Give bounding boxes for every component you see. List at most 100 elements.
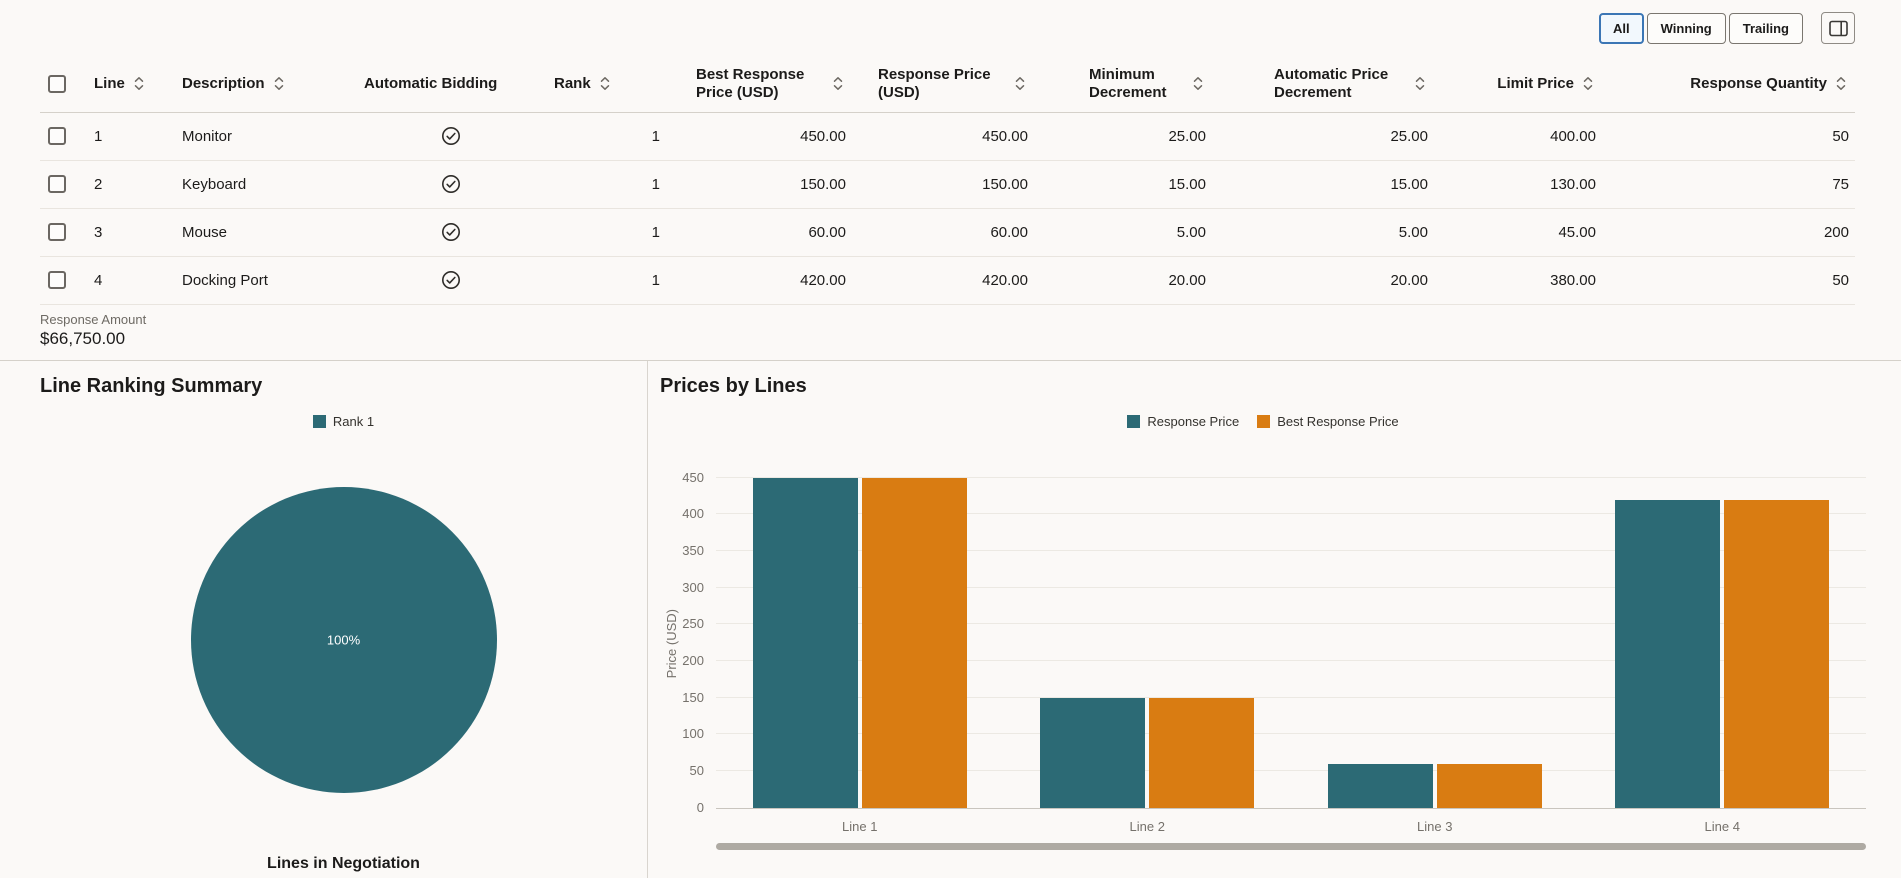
- split-panel-icon: [1828, 20, 1848, 36]
- table-row: 1 Monitor 1 450.00 450.00 25.00 25.00 40…: [40, 112, 1855, 161]
- x-axis-labels: Line 1 Line 2 Line 3 Line 4: [716, 819, 1866, 834]
- toolbar: All Winning Trailing: [40, 0, 1855, 56]
- column-header-minimum-decrement[interactable]: Minimum Decrement: [1034, 56, 1212, 113]
- sort-icon[interactable]: [133, 76, 145, 91]
- cell-response-price: 420.00: [852, 256, 1034, 305]
- sort-icon[interactable]: [1835, 76, 1847, 91]
- bar-chart-title: Prices by Lines: [660, 374, 807, 397]
- cell-automatic-bidding: [356, 160, 546, 209]
- sort-icon[interactable]: [1192, 76, 1204, 91]
- cell-rank: 1: [546, 160, 666, 209]
- column-header-response-price[interactable]: Response Price (USD): [852, 56, 1034, 113]
- bar-group-line-1: [752, 477, 967, 808]
- gridline: [716, 733, 1866, 735]
- x-axis-label: Line 2: [1129, 818, 1165, 834]
- column-label: Automatic Price Decrement: [1274, 65, 1389, 101]
- sort-icon[interactable]: [1582, 76, 1594, 91]
- legend-label: Rank 1: [332, 413, 375, 429]
- y-tick-label: 400: [682, 506, 704, 522]
- column-header-best-response-price[interactable]: Best Response Price (USD): [666, 56, 852, 113]
- sort-icon[interactable]: [832, 76, 844, 91]
- automatic-bidding-checked-icon: [442, 223, 460, 241]
- bar: [1327, 763, 1433, 808]
- cell-automatic-price-decrement: 20.00: [1212, 256, 1434, 305]
- cell-best-response-price: 150.00: [666, 160, 852, 209]
- column-header-rank[interactable]: Rank: [546, 56, 666, 113]
- row-checkbox[interactable]: [48, 175, 66, 194]
- row-checkbox[interactable]: [48, 223, 66, 242]
- automatic-bidding-checked-icon: [442, 175, 460, 193]
- column-header-description[interactable]: Description: [174, 56, 356, 113]
- pie-chart-title: Line Ranking Summary: [40, 374, 263, 397]
- y-tick-label: 0: [696, 799, 704, 815]
- table-row: 4 Docking Port 1 420.00 420.00 20.00 20.…: [40, 256, 1855, 305]
- column-header-line[interactable]: Line: [86, 56, 174, 113]
- cell-response-price: 450.00: [852, 112, 1034, 161]
- row-checkbox[interactable]: [48, 271, 66, 290]
- main-content: All Winning Trailing Line: [0, 0, 1901, 360]
- horizontal-scrollbar[interactable]: [716, 842, 1866, 850]
- gridline: [716, 513, 1866, 515]
- response-amount: Response Amount $66,750.00: [40, 305, 1855, 360]
- split-panel-button[interactable]: [1821, 12, 1855, 44]
- cell-minimum-decrement: 20.00: [1034, 256, 1212, 305]
- pie-slice-label: 100%: [326, 632, 361, 647]
- filter-winning-button[interactable]: Winning: [1646, 12, 1726, 44]
- cell-line: 2: [86, 160, 174, 209]
- automatic-bidding-checked-icon: [442, 127, 460, 145]
- cell-response-price: 150.00: [852, 160, 1034, 209]
- cell-description: Mouse: [174, 208, 356, 257]
- cell-best-response-price: 60.00: [666, 208, 852, 257]
- cell-limit-price: 130.00: [1434, 160, 1602, 209]
- cell-best-response-price: 450.00: [666, 112, 852, 161]
- cell-line: 3: [86, 208, 174, 257]
- column-header-automatic-price-decrement[interactable]: Automatic Price Decrement: [1212, 56, 1434, 113]
- plot-area: 0 50 100 150 200 250 300 350 400 450 Line 1 Line 2…: [682, 470, 1866, 850]
- filter-all-button[interactable]: All: [1598, 12, 1644, 44]
- bar: [1436, 763, 1542, 808]
- cell-automatic-price-decrement: 25.00: [1212, 112, 1434, 161]
- sort-icon[interactable]: [599, 76, 611, 91]
- negotiation-lines-table: Line Description Automatic Bidding Rank: [40, 56, 1855, 305]
- cell-select: [40, 208, 86, 257]
- y-tick-label: 300: [682, 579, 704, 595]
- legend-swatch: [1127, 414, 1141, 428]
- cell-line: 1: [86, 112, 174, 161]
- column-label: Line: [94, 74, 125, 92]
- cell-best-response-price: 420.00: [666, 256, 852, 305]
- cell-rank: 1: [546, 112, 666, 161]
- gridline: [716, 623, 1866, 625]
- cell-line: 4: [86, 256, 174, 305]
- bar: [861, 477, 967, 808]
- sort-icon[interactable]: [273, 76, 285, 91]
- cell-rank: 1: [546, 208, 666, 257]
- column-header-limit-price[interactable]: Limit Price: [1434, 56, 1602, 113]
- x-axis-label: Line 1: [842, 818, 878, 834]
- select-all-checkbox[interactable]: [48, 74, 66, 93]
- cell-select: [40, 112, 86, 161]
- row-checkbox[interactable]: [48, 127, 66, 146]
- cell-description: Docking Port: [174, 256, 356, 305]
- cell-response-price: 60.00: [852, 208, 1034, 257]
- sort-icon[interactable]: [1414, 76, 1426, 91]
- cell-response-quantity: 75: [1602, 160, 1855, 209]
- cell-automatic-bidding: [356, 112, 546, 161]
- x-axis-label: Line 3: [1417, 818, 1453, 834]
- legend-label: Best Response Price: [1277, 413, 1399, 429]
- y-tick-label: 150: [682, 689, 704, 705]
- legend-label: Response Price: [1147, 413, 1240, 429]
- table-header-row: Line Description Automatic Bidding Rank: [40, 56, 1855, 113]
- table-row: 2 Keyboard 1 150.00 150.00 15.00 15.00 1…: [40, 160, 1855, 209]
- column-label: Response Price (USD): [878, 65, 991, 101]
- gridline: [716, 476, 1866, 478]
- cell-minimum-decrement: 5.00: [1034, 208, 1212, 257]
- sort-icon[interactable]: [1014, 76, 1026, 91]
- legend-item: Best Response Price: [1257, 413, 1399, 429]
- y-axis-title-text: Price (USD): [663, 608, 679, 679]
- bar-group-line-4: [1615, 499, 1830, 808]
- view-toggle-group: All Winning Trailing: [1598, 12, 1803, 44]
- column-header-response-quantity[interactable]: Response Quantity: [1602, 56, 1855, 113]
- cell-limit-price: 380.00: [1434, 256, 1602, 305]
- gridline: [716, 769, 1866, 771]
- filter-trailing-button[interactable]: Trailing: [1728, 12, 1803, 44]
